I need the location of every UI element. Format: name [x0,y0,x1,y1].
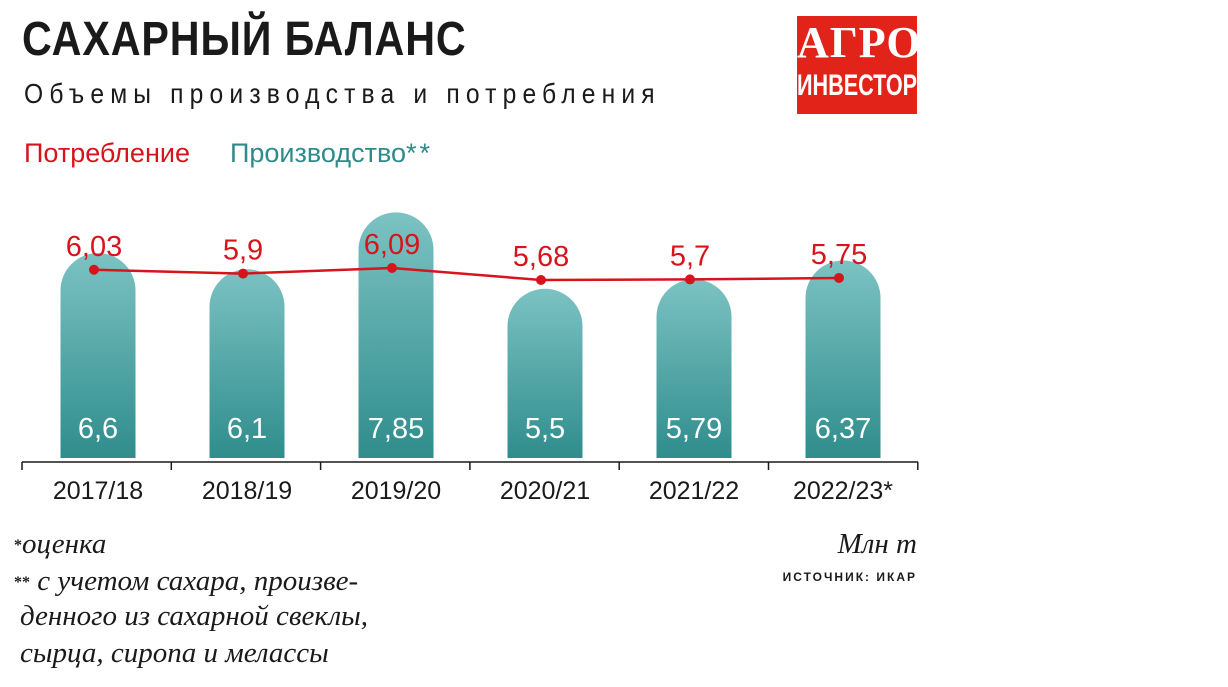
consumption-point [536,275,546,286]
production-value-label: 6,6 [78,413,118,445]
consumption-point [834,272,844,283]
logo-line2: ИНВЕСТОР [797,69,917,102]
production-bar [805,260,881,458]
consumption-series-line [93,266,840,282]
footnote-estimate-text: оценка [22,528,107,560]
x-tick-label: 2019/20 [351,477,441,505]
production-value-label: 5,5 [525,413,565,445]
production-bar [60,253,136,458]
production-bar [358,212,434,458]
x-tick-label: 2018/19 [202,477,292,505]
production-bar [656,279,732,458]
consumption-value-label: 6,09 [364,229,420,261]
consumption-point [238,268,248,279]
x-tick-label: 2022/23* [793,477,893,505]
x-tick-label: 2017/18 [53,477,143,505]
footnote-production: ** с учетом сахара, произве- [14,565,358,597]
consumption-value-label: 6,03 [66,231,122,263]
legend-production-label: Производство [229,138,407,168]
legend-production-marker: ** [406,138,434,168]
consumption-value-label: 5,75 [811,239,867,271]
production-value-label: 6,1 [227,413,267,445]
unit-label: Млн т [837,528,917,560]
footnote-production-line2: денного из сахарной свеклы, [20,600,369,632]
footnote-production-mark: ** [14,574,30,591]
consumption-value-label: 5,7 [670,240,710,272]
legend-consumption: Потребление [24,138,190,168]
legend-production: Производство** [230,138,433,169]
consumption-line: 6,03 5,9 6,09 5,68 5,7 5,75 [66,229,867,286]
chart-title: САХАРНЫЙ БАЛАНС [22,13,467,66]
consumption-value-label: 5,9 [223,235,263,267]
chart-subtitle: Объемы производства и потребления [24,78,661,109]
production-value-label: 6,37 [815,413,871,445]
footnote-production-line3: сырца, сиропа и мелассы [20,637,329,669]
x-axis: 2017/18 2018/19 2019/20 2020/21 2021/22 2022/… [21,461,919,505]
footnote-estimate-mark: * [14,537,22,554]
consumption-value-label: 5,68 [513,241,569,273]
agroinvestor-logo: АГРО ИНВЕСТОР [797,16,917,114]
footnote-estimate: *оценка [14,528,106,560]
production-bars: 6,6 6,1 7,85 5,5 5,79 6,37 [60,212,881,458]
consumption-point [685,274,695,285]
consumption-point [387,263,397,273]
footnote-production-line1: с учетом сахара, произве- [37,565,359,597]
source-label: ИСТОЧНИК: ИКАР [782,570,917,584]
production-value-label: 5,79 [666,413,722,445]
logo-line1: АГРО [797,18,917,67]
x-tick-label: 2021/22 [649,477,739,505]
x-tick-label: 2020/21 [500,477,590,505]
production-bar [507,288,583,458]
chart-legend: Потребление Производство** [24,138,433,169]
production-value-label: 7,85 [368,413,424,445]
production-bar [209,269,285,458]
consumption-point [89,264,99,275]
